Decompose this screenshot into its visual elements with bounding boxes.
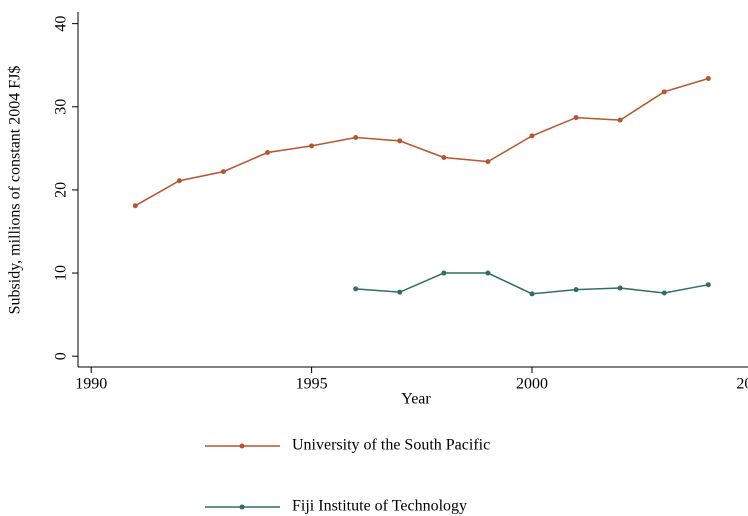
data-point	[397, 289, 403, 295]
data-point	[529, 133, 535, 139]
x-tick-label: 2000	[516, 376, 548, 393]
legend-label: Fiji Institute of Technology	[292, 498, 467, 515]
data-point	[661, 290, 667, 296]
data-point	[441, 270, 447, 276]
data-point	[397, 138, 403, 144]
y-tick-label: 20	[53, 182, 70, 198]
data-point	[617, 285, 623, 291]
data-point	[705, 76, 711, 82]
legend-marker	[239, 443, 245, 449]
data-point	[176, 178, 182, 184]
x-axis-title: Year	[401, 391, 431, 408]
y-tick-label: 40	[53, 16, 70, 32]
data-point	[441, 154, 447, 160]
y-axis-title: Subsidy, millions of constant 2004 FJ$	[7, 66, 24, 315]
data-point	[309, 143, 315, 149]
data-point	[353, 135, 359, 141]
data-point	[353, 286, 359, 292]
x-tick-label: 2005	[736, 376, 748, 393]
data-point	[485, 159, 491, 165]
data-point	[617, 117, 623, 123]
y-tick-label: 10	[53, 265, 70, 281]
x-tick-label: 1990	[75, 376, 107, 393]
data-point	[220, 169, 226, 175]
x-tick-label: 1995	[296, 376, 328, 393]
data-point	[485, 270, 491, 276]
data-point	[265, 150, 271, 156]
data-point	[573, 287, 579, 293]
y-tick-label: 0	[53, 352, 70, 360]
data-point	[661, 89, 667, 95]
data-point	[132, 203, 138, 209]
y-tick-label: 30	[53, 99, 70, 115]
legend-marker	[239, 504, 245, 510]
data-point	[529, 291, 535, 297]
data-point	[573, 115, 579, 121]
series-line	[355, 272, 709, 295]
series-line	[134, 77, 709, 207]
legend-label: University of the South Pacific	[292, 437, 490, 454]
data-point	[705, 282, 711, 288]
